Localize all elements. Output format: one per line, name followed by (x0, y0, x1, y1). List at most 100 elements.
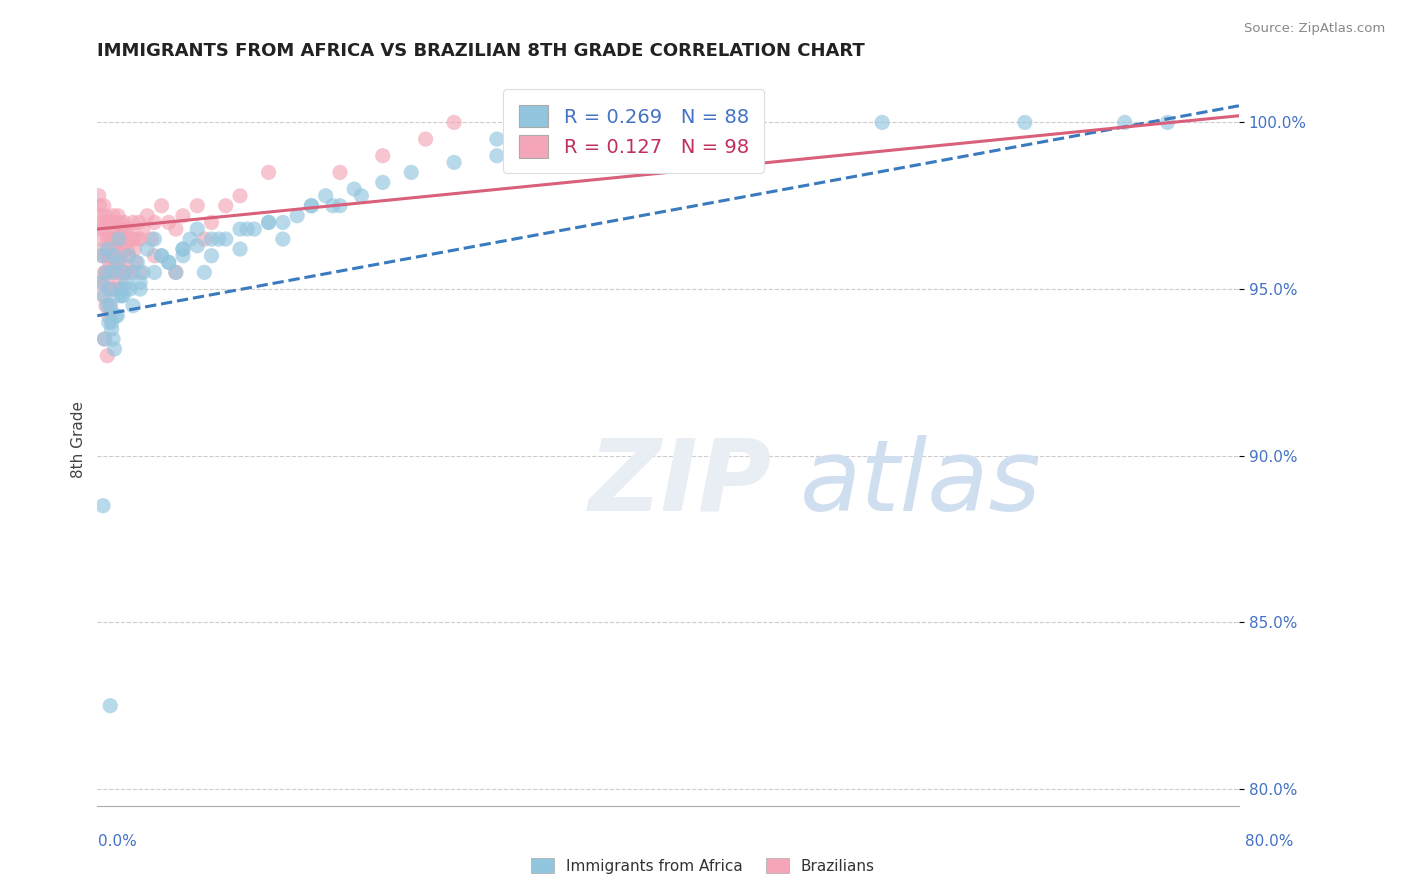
Point (118, 222, 141, 236)
Point (485, 132, 508, 146)
Point (129, 265, 152, 279)
Point (141, 232, 163, 246)
Point (193, 265, 215, 279)
Point (200, 249, 222, 263)
Point (89, 276, 111, 290)
Point (103, 222, 125, 236)
Point (129, 276, 152, 290)
Point (329, 199, 352, 213)
Point (96, 299, 118, 313)
Point (115, 276, 138, 290)
Point (98, 232, 121, 246)
Point (165, 265, 187, 279)
Text: Source: ZipAtlas.com: Source: ZipAtlas.com (1244, 22, 1385, 36)
Point (165, 265, 187, 279)
Point (329, 165, 352, 179)
Point (122, 299, 145, 313)
Point (112, 215, 135, 229)
Point (97, 265, 120, 279)
Point (229, 222, 252, 236)
Point (117, 242, 139, 256)
Point (89, 199, 111, 213)
Point (108, 215, 131, 229)
Point (107, 232, 129, 246)
Point (103, 242, 125, 256)
Point (132, 265, 155, 279)
Point (136, 242, 159, 256)
Point (93, 332, 115, 346)
Point (97, 215, 120, 229)
Point (105, 222, 128, 236)
Point (150, 249, 173, 263)
Point (104, 215, 127, 229)
Point (143, 215, 166, 229)
Point (104, 309, 127, 323)
Point (415, 132, 437, 146)
Point (91, 499, 114, 513)
Point (90, 222, 112, 236)
Point (101, 332, 124, 346)
Point (89, 209, 111, 223)
Point (299, 199, 322, 213)
Point (94, 299, 117, 313)
Point (98, 299, 121, 313)
Point (257, 215, 280, 229)
Point (485, 149, 508, 163)
Point (122, 265, 145, 279)
Text: 0.0%: 0.0% (98, 834, 138, 849)
Y-axis label: 8th Grade: 8th Grade (72, 401, 86, 477)
Point (271, 215, 294, 229)
Point (186, 238, 208, 252)
Point (628, 115, 651, 129)
Point (98, 299, 121, 313)
Legend: Immigrants from Africa, Brazilians: Immigrants from Africa, Brazilians (524, 852, 882, 880)
Point (110, 289, 132, 303)
Point (322, 199, 344, 213)
Point (243, 222, 266, 236)
Point (105, 232, 128, 246)
Point (157, 215, 180, 229)
Point (104, 282, 127, 296)
Point (100, 322, 122, 336)
Point (114, 222, 136, 236)
Point (96, 232, 118, 246)
Point (103, 265, 125, 279)
Point (108, 282, 131, 296)
Point (200, 232, 222, 246)
Point (157, 255, 180, 269)
Point (107, 255, 129, 269)
Point (120, 282, 142, 296)
Point (728, 115, 751, 129)
Point (127, 232, 149, 246)
Point (115, 265, 138, 279)
Point (515, 142, 537, 156)
Point (103, 342, 125, 356)
Point (136, 209, 159, 223)
Point (1014, 115, 1036, 129)
Point (90, 249, 112, 263)
Point (299, 199, 322, 213)
Point (257, 215, 280, 229)
Point (110, 255, 132, 269)
Point (443, 115, 465, 129)
Point (114, 242, 136, 256)
Point (94, 209, 117, 223)
Text: atlas: atlas (800, 434, 1040, 532)
Point (97, 315, 120, 329)
Point (143, 249, 166, 263)
Point (371, 175, 394, 189)
Point (100, 249, 122, 263)
Point (91, 242, 114, 256)
Point (121, 232, 143, 246)
Point (110, 242, 132, 256)
Point (193, 232, 215, 246)
Point (104, 242, 127, 256)
Point (315, 188, 337, 202)
Point (108, 232, 131, 246)
Point (98, 255, 121, 269)
Point (93, 222, 115, 236)
Point (110, 222, 132, 236)
Point (107, 209, 129, 223)
Point (208, 232, 231, 246)
Point (127, 255, 149, 269)
